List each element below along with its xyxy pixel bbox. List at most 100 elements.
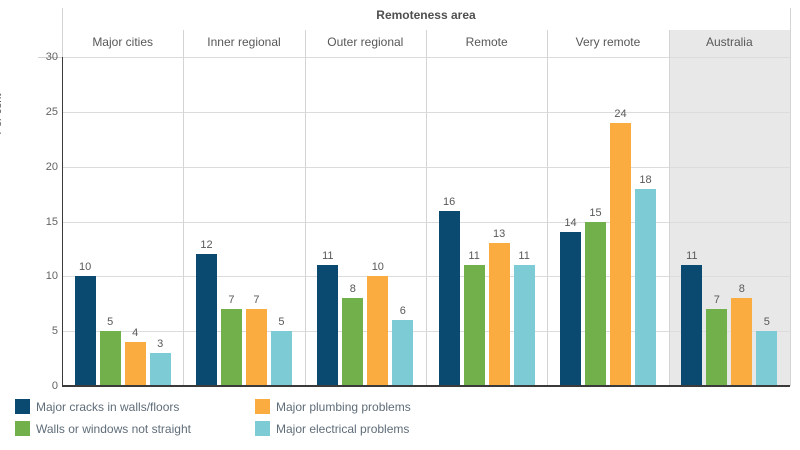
legend-swatch bbox=[255, 421, 270, 436]
bar-inner-regional-major-cracks-in-walls-floors[interactable] bbox=[195, 254, 217, 386]
bar-value-label: 15 bbox=[589, 206, 602, 219]
axis-header-separator bbox=[62, 8, 63, 57]
bar-value-label: 13 bbox=[493, 228, 506, 241]
bar-value-label: 11 bbox=[686, 250, 698, 263]
category-header-remote: Remote bbox=[465, 35, 508, 49]
bar-inner-regional-walls-or-windows-not-straight[interactable] bbox=[220, 309, 242, 386]
bar-slot: 10 bbox=[74, 57, 96, 386]
y-axis-line bbox=[62, 57, 63, 386]
bar-australia-major-cracks-in-walls-floors[interactable] bbox=[681, 265, 703, 386]
bar-slot: 8 bbox=[731, 57, 753, 386]
bar-value-label: 24 bbox=[614, 107, 627, 120]
bar-remote-major-cracks-in-walls-floors[interactable] bbox=[438, 210, 460, 386]
bar-slot: 7 bbox=[706, 57, 728, 386]
bar-value-label: 12 bbox=[200, 239, 213, 252]
category-header-australia: Australia bbox=[668, 30, 790, 54]
bar-very-remote-major-electrical-problems[interactable] bbox=[634, 188, 656, 386]
bar-value-label: 5 bbox=[278, 316, 285, 329]
bar-major-cities-walls-or-windows-not-straight[interactable] bbox=[99, 331, 121, 386]
bar-inner-regional-major-electrical-problems[interactable] bbox=[270, 331, 292, 386]
bar-outer-regional-major-plumbing-problems[interactable] bbox=[367, 276, 389, 386]
bar-slot: 24 bbox=[609, 57, 631, 386]
bar-value-label: 4 bbox=[132, 327, 139, 340]
bar-value-label: 11 bbox=[322, 250, 334, 263]
bar-major-cities-major-plumbing-problems[interactable] bbox=[124, 342, 146, 386]
bar-slot: 7 bbox=[220, 57, 242, 386]
bar-remote-major-electrical-problems[interactable] bbox=[513, 265, 535, 386]
bar-value-label: 8 bbox=[738, 283, 745, 296]
bar-value-label: 6 bbox=[399, 305, 406, 318]
bar-very-remote-walls-or-windows-not-straight[interactable] bbox=[584, 221, 606, 386]
y-tick-15: 15 bbox=[45, 215, 58, 228]
bar-major-cities-major-electrical-problems[interactable] bbox=[149, 353, 171, 386]
bar-slot: 11 bbox=[513, 57, 535, 386]
bar-very-remote-major-plumbing-problems[interactable] bbox=[609, 122, 631, 386]
panel-separator bbox=[426, 30, 427, 386]
plot-right-border bbox=[790, 8, 791, 386]
bar-slot: 11 bbox=[317, 57, 339, 386]
legend-label: Major plumbing problems bbox=[276, 399, 411, 414]
legend-item-major-electrical-problems[interactable]: Major electrical problems bbox=[255, 421, 409, 436]
legend: Major cracks in walls/floors Walls or win… bbox=[0, 396, 800, 444]
legend-label: Major electrical problems bbox=[276, 421, 410, 436]
bar-value-label: 8 bbox=[349, 283, 356, 296]
bar-australia-walls-or-windows-not-straight[interactable] bbox=[706, 309, 728, 386]
bar-value-label: 7 bbox=[713, 294, 720, 307]
bar-value-label: 16 bbox=[443, 195, 456, 208]
legend-swatch bbox=[255, 399, 270, 414]
legend-item-major-cracks-in-walls-floors[interactable]: Major cracks in walls/floors bbox=[15, 399, 179, 414]
chart-title: Remoteness area bbox=[376, 8, 476, 22]
bar-remote-major-plumbing-problems[interactable] bbox=[488, 243, 510, 386]
bar-slot: 11 bbox=[463, 57, 485, 386]
bar-slot: 4 bbox=[124, 57, 146, 386]
bar-value-label: 10 bbox=[79, 261, 92, 274]
bar-value-label: 11 bbox=[518, 250, 530, 263]
bar-very-remote-major-cracks-in-walls-floors[interactable] bbox=[559, 232, 581, 386]
bar-outer-regional-walls-or-windows-not-straight[interactable] bbox=[342, 298, 364, 386]
plot-area: 10 5 4 3 12 7 7 5 11 8 10 6 16 11 13 11 14 15 24 18 11 7 8 5 bbox=[62, 57, 790, 386]
panel-outer-regional: 11 8 10 6 bbox=[305, 57, 426, 386]
x-axis-line bbox=[62, 385, 790, 387]
bar-value-label: 5 bbox=[107, 316, 114, 329]
panel-major-cities: 10 5 4 3 bbox=[62, 57, 183, 386]
bar-value-label: 5 bbox=[763, 316, 770, 329]
bar-slot: 7 bbox=[245, 57, 267, 386]
category-header-major-cities: Major cities bbox=[92, 35, 153, 49]
y-tick-5: 5 bbox=[51, 325, 58, 338]
bar-slot: 6 bbox=[392, 57, 414, 386]
bar-value-label: 14 bbox=[564, 217, 577, 230]
bar-slot: 3 bbox=[149, 57, 171, 386]
bar-australia-major-electrical-problems[interactable] bbox=[756, 331, 778, 386]
bar-value-label: 7 bbox=[253, 294, 260, 307]
y-axis-title: Per cent bbox=[0, 93, 4, 135]
y-tick-30: 30 bbox=[45, 51, 58, 63]
legend-label: Walls or windows not straight bbox=[36, 421, 191, 436]
bar-slot: 5 bbox=[99, 57, 121, 386]
bar-remote-walls-or-windows-not-straight[interactable] bbox=[463, 265, 485, 386]
panel-separator bbox=[304, 30, 306, 386]
bar-slot: 13 bbox=[488, 57, 510, 386]
bar-value-label: 7 bbox=[228, 294, 235, 307]
bar-inner-regional-major-plumbing-problems[interactable] bbox=[245, 309, 267, 386]
bar-slot: 18 bbox=[634, 57, 656, 386]
panel-separator bbox=[183, 30, 185, 386]
bar-major-cities-major-cracks-in-walls-floors[interactable] bbox=[74, 276, 96, 386]
category-header-outer-regional: Outer regional bbox=[327, 35, 404, 49]
legend-item-major-plumbing-problems[interactable]: Major plumbing problems bbox=[255, 399, 411, 414]
y-tick-10: 10 bbox=[45, 270, 58, 283]
panel-separator bbox=[547, 30, 549, 386]
category-header-row: Major cities Inner regional Outer regional… bbox=[62, 30, 790, 54]
bar-slot: 14 bbox=[559, 57, 581, 386]
bar-australia-major-plumbing-problems[interactable] bbox=[731, 298, 753, 386]
bar-outer-regional-major-cracks-in-walls-floors[interactable] bbox=[317, 265, 339, 386]
bar-value-label: 3 bbox=[157, 338, 164, 351]
category-header-inner-regional: Inner regional bbox=[207, 35, 281, 49]
y-tick-20: 20 bbox=[45, 160, 58, 173]
bar-slot: 5 bbox=[756, 57, 778, 386]
bar-slot: 8 bbox=[342, 57, 364, 386]
legend-label: Major cracks in walls/floors bbox=[36, 399, 180, 414]
bar-slot: 16 bbox=[438, 57, 460, 386]
legend-item-walls-or-windows-not-straight[interactable]: Walls or windows not straight bbox=[15, 421, 191, 436]
bar-outer-regional-major-electrical-problems[interactable] bbox=[392, 320, 414, 386]
